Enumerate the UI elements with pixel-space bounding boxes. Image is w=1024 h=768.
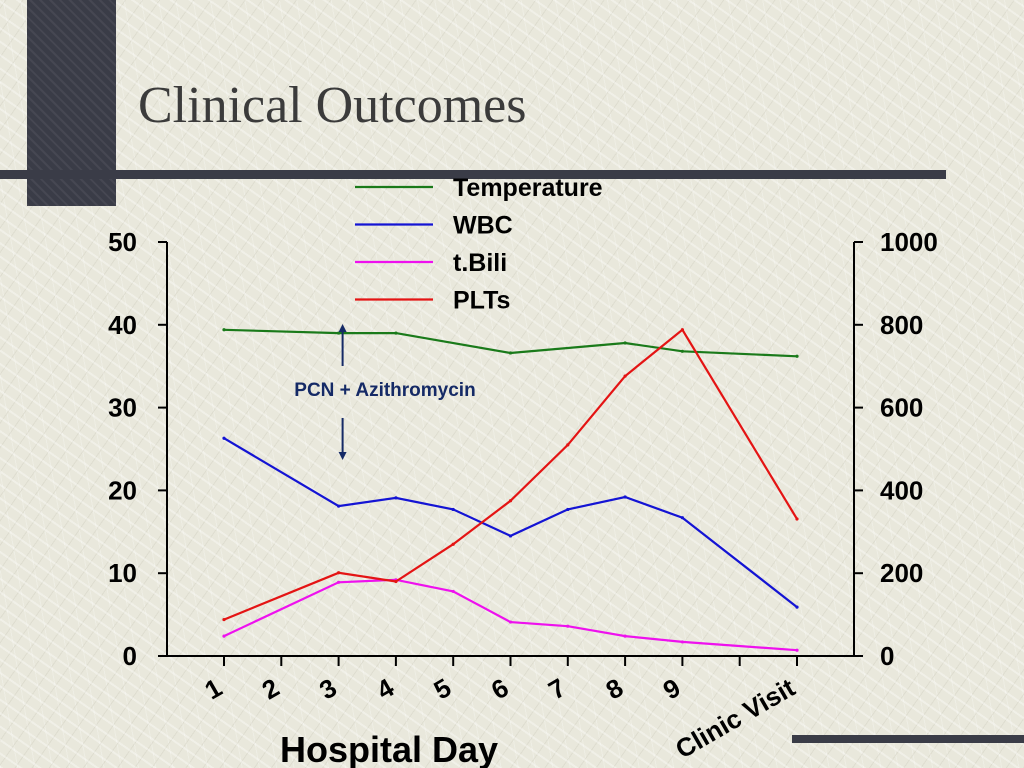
data-point-t-bili xyxy=(508,620,513,624)
series-line-t-bili xyxy=(223,578,798,652)
x-tick-label: 8 xyxy=(601,672,629,705)
data-point-wbc xyxy=(795,605,799,609)
series-line-wbc xyxy=(223,437,798,608)
y-tick-label-right: 0 xyxy=(880,641,894,671)
data-point-plts xyxy=(222,617,226,622)
data-point-t-bili xyxy=(222,634,226,638)
data-point-t-bili xyxy=(623,634,627,638)
data-point-t-bili xyxy=(680,640,685,644)
y-tick-label-right: 600 xyxy=(880,393,923,423)
data-point-plts xyxy=(680,328,685,332)
legend-label: Temperature xyxy=(453,174,603,202)
data-point-plts xyxy=(566,443,570,447)
data-point-plts xyxy=(451,542,455,546)
x-tick-label: 9 xyxy=(658,672,686,705)
data-point-temperature xyxy=(337,331,341,335)
legend-label: PLTs xyxy=(453,287,510,315)
x-tick-label: 2 xyxy=(257,672,285,705)
legend-label: t.Bili xyxy=(453,249,507,277)
data-point-wbc xyxy=(680,516,685,520)
data-point-temperature xyxy=(680,349,685,353)
y-tick-label-left: 30 xyxy=(108,393,137,423)
y-tick-label-left: 0 xyxy=(123,641,137,671)
annotation-arrowhead-up xyxy=(338,324,347,332)
x-tick-label: 6 xyxy=(486,672,514,705)
annotation-arrowhead-down xyxy=(338,452,347,460)
data-point-temperature xyxy=(795,354,799,358)
x-tick-label: 7 xyxy=(543,672,571,705)
y-tick-label-right: 400 xyxy=(880,475,923,505)
data-point-t-bili xyxy=(337,580,341,584)
data-point-plts xyxy=(508,499,513,503)
data-point-temperature xyxy=(508,351,513,355)
y-tick-label-right: 1000 xyxy=(880,227,938,257)
series-line-plts xyxy=(223,328,798,621)
y-tick-label-right: 800 xyxy=(880,310,923,340)
data-point-wbc xyxy=(451,507,455,512)
y-tick-label-right: 200 xyxy=(880,558,923,588)
x-tick-label: Clinic Visit xyxy=(670,672,800,764)
data-point-t-bili xyxy=(795,648,799,652)
decorative-bar-bottom xyxy=(792,735,1024,743)
x-tick-label: 1 xyxy=(199,672,227,705)
data-point-plts xyxy=(795,517,799,521)
data-point-plts xyxy=(337,571,341,575)
x-axis-title: Hospital Day xyxy=(280,729,498,768)
y-tick-label-left: 50 xyxy=(108,227,137,257)
data-point-plts xyxy=(623,374,627,378)
x-tick-label: 3 xyxy=(314,672,342,705)
x-tick-label: 4 xyxy=(371,672,399,705)
data-point-wbc xyxy=(337,504,341,508)
data-point-t-bili xyxy=(451,589,455,594)
annotation-text: PCN + Azithromycin xyxy=(294,380,475,401)
data-point-plts xyxy=(394,579,398,584)
data-point-wbc xyxy=(566,507,570,512)
data-point-temperature xyxy=(394,331,398,335)
data-point-t-bili xyxy=(566,624,570,628)
data-point-wbc xyxy=(222,436,226,440)
slide-title: Clinical Outcomes xyxy=(138,77,527,134)
y-tick-label-left: 20 xyxy=(108,475,137,505)
x-tick-label: 5 xyxy=(429,672,457,705)
y-tick-label-left: 10 xyxy=(108,558,137,588)
data-point-wbc xyxy=(508,534,513,538)
data-point-wbc xyxy=(394,496,398,500)
decorative-bar-top xyxy=(0,170,946,179)
data-point-temperature xyxy=(222,328,226,332)
y-tick-label-left: 40 xyxy=(108,310,137,340)
data-point-wbc xyxy=(623,495,627,499)
legend-label: WBC xyxy=(453,212,513,240)
data-point-temperature xyxy=(623,341,627,345)
